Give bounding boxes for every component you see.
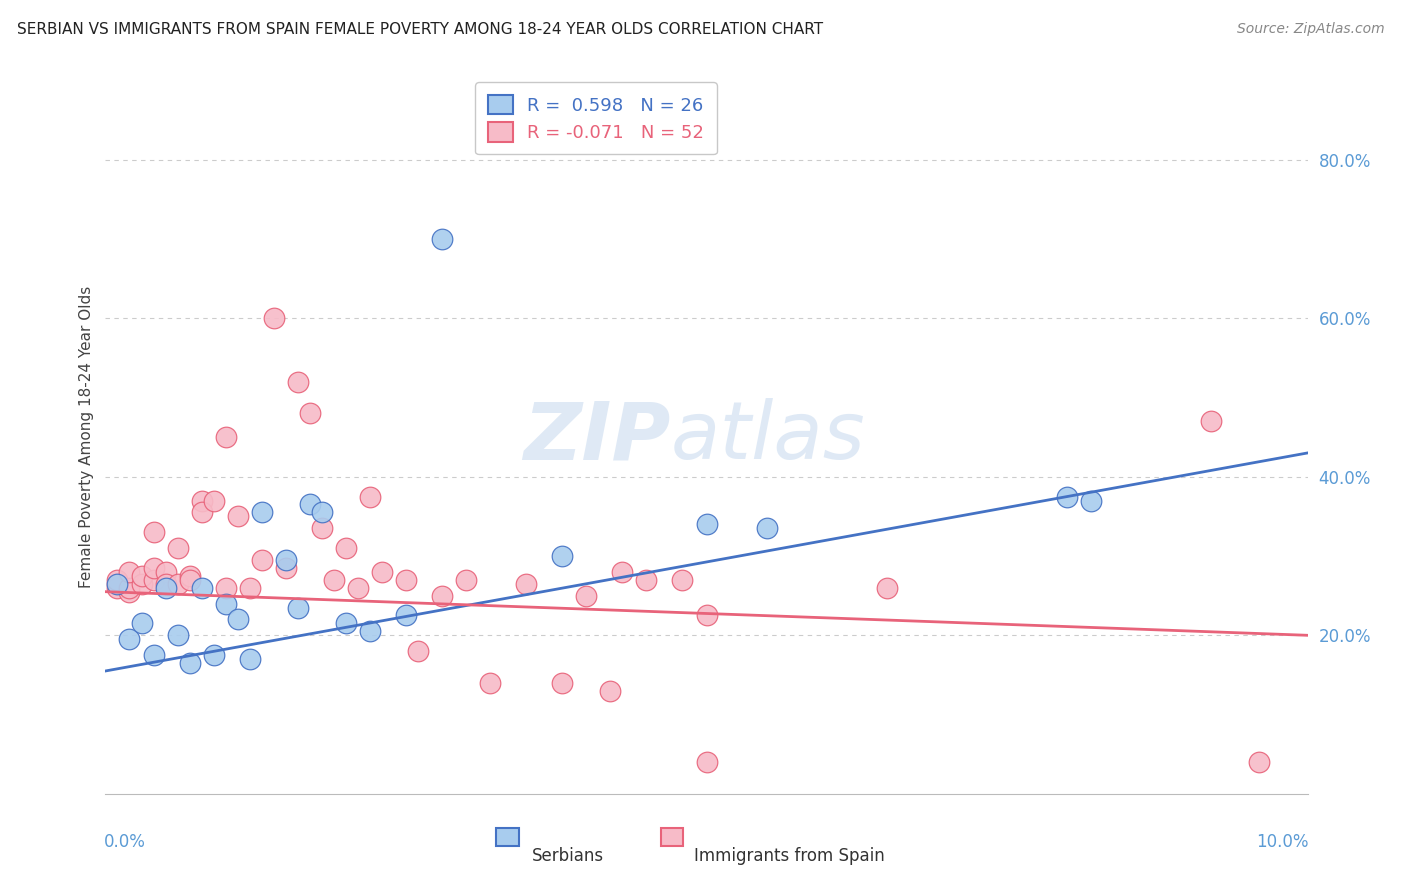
Point (190, 493, 212, 508)
Point (696, 755, 718, 769)
Point (202, 493, 225, 508)
Point (347, 581, 370, 595)
Point (335, 616, 357, 631)
Point (142, 561, 165, 575)
Point (179, 569, 201, 583)
Point (155, 565, 177, 579)
Point (1201, 414, 1223, 428)
Point (274, 561, 297, 575)
Point (671, 573, 693, 587)
Text: ZIP: ZIP (523, 398, 671, 476)
Point (179, 573, 201, 587)
Point (131, 569, 153, 583)
Point (612, 565, 634, 579)
Point (142, 648, 165, 662)
Point (575, 589, 598, 603)
Point (696, 517, 718, 532)
Point (1249, 755, 1271, 769)
Point (190, 505, 212, 519)
Text: atlas: atlas (671, 398, 865, 476)
Point (636, 573, 658, 587)
Point (107, 576, 129, 591)
Point (226, 509, 249, 524)
Point (274, 553, 297, 567)
Point (599, 683, 621, 698)
Point (755, 521, 778, 535)
Legend: R =  0.598   N = 26, R = -0.071   N = 52: R = 0.598 N = 26, R = -0.071 N = 52 (475, 82, 717, 154)
Point (239, 652, 262, 666)
Point (430, 589, 453, 603)
Point (395, 573, 418, 587)
Point (1056, 490, 1078, 504)
Point (166, 628, 188, 642)
Point (406, 644, 429, 658)
Point (311, 505, 333, 519)
Text: Immigrants from Spain: Immigrants from Spain (695, 847, 886, 865)
Point (250, 553, 273, 567)
Point (214, 430, 236, 444)
Point (263, 311, 285, 326)
Point (118, 565, 141, 579)
Point (155, 581, 177, 595)
Point (155, 576, 177, 591)
Point (454, 573, 477, 587)
Point (166, 541, 188, 555)
Point (322, 573, 344, 587)
Point (107, 573, 129, 587)
Point (1080, 493, 1102, 508)
Point (179, 656, 201, 670)
Point (118, 581, 141, 595)
Point (107, 576, 129, 591)
Point (214, 597, 236, 611)
Text: 0.0%: 0.0% (104, 833, 146, 851)
Point (479, 676, 502, 690)
Point (298, 498, 321, 512)
Point (226, 612, 249, 626)
Point (287, 375, 309, 389)
Text: 10.0%: 10.0% (1257, 833, 1309, 851)
Point (876, 581, 898, 595)
Point (142, 573, 165, 587)
Point (395, 608, 418, 623)
Point (551, 676, 574, 690)
Point (359, 490, 381, 504)
Point (214, 581, 236, 595)
Point (131, 576, 153, 591)
Point (430, 232, 453, 246)
Point (250, 505, 273, 519)
Point (118, 632, 141, 647)
Point (371, 565, 394, 579)
Point (298, 406, 321, 420)
Point (515, 576, 537, 591)
Text: SERBIAN VS IMMIGRANTS FROM SPAIN FEMALE POVERTY AMONG 18-24 YEAR OLDS CORRELATIO: SERBIAN VS IMMIGRANTS FROM SPAIN FEMALE … (17, 22, 823, 37)
Point (311, 521, 333, 535)
Point (190, 581, 212, 595)
Point (118, 584, 141, 599)
Point (166, 576, 188, 591)
Text: Serbians: Serbians (533, 847, 605, 865)
Text: Source: ZipAtlas.com: Source: ZipAtlas.com (1237, 22, 1385, 37)
Y-axis label: Female Poverty Among 18-24 Year Olds: Female Poverty Among 18-24 Year Olds (79, 286, 94, 588)
Point (696, 608, 718, 623)
Point (142, 525, 165, 540)
Point (287, 600, 309, 615)
Point (107, 581, 129, 595)
Point (131, 616, 153, 631)
Point (359, 624, 381, 639)
Point (335, 541, 357, 555)
Point (239, 581, 262, 595)
Point (551, 549, 574, 563)
Point (202, 648, 225, 662)
